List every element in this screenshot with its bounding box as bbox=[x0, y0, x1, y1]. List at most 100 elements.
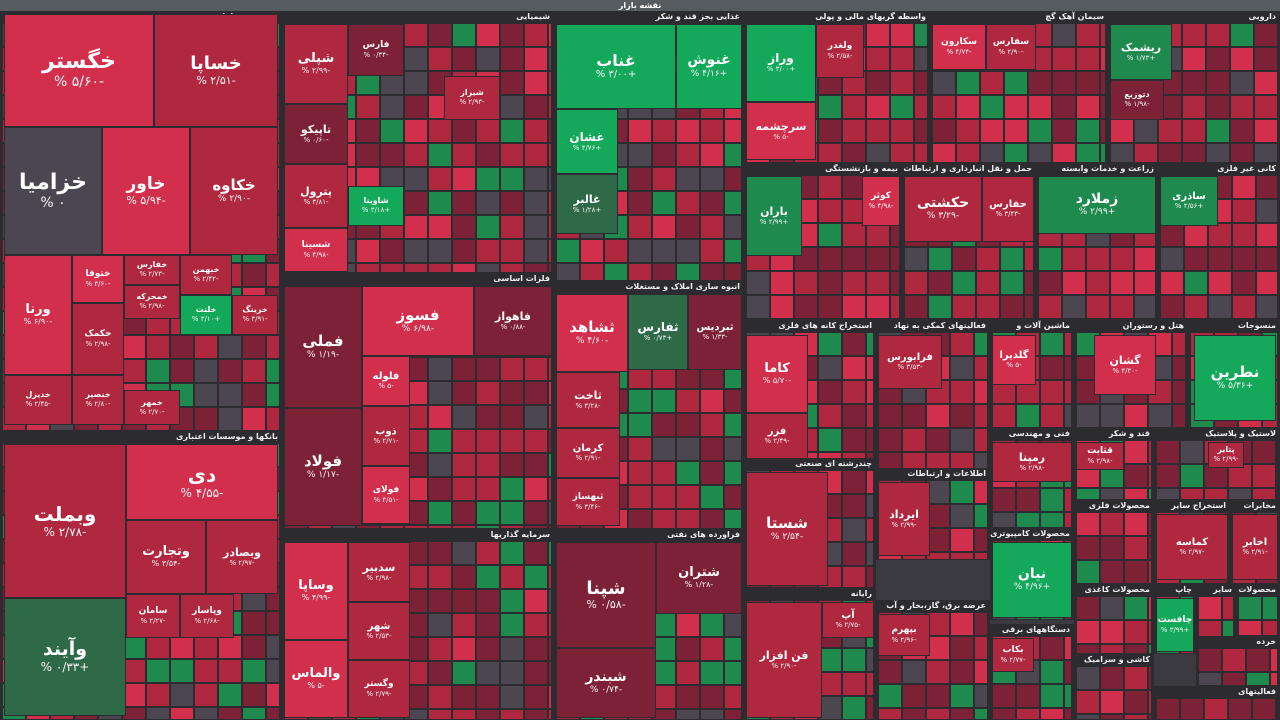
small-symbol-cell[interactable] bbox=[842, 672, 866, 696]
small-symbol-cell[interactable] bbox=[1040, 332, 1064, 356]
small-symbol-cell[interactable] bbox=[1256, 175, 1278, 199]
small-symbol-cell[interactable] bbox=[194, 659, 218, 683]
small-symbol-cell[interactable] bbox=[676, 263, 700, 281]
small-symbol-cell[interactable] bbox=[974, 380, 988, 404]
small-symbol-cell[interactable] bbox=[1100, 488, 1124, 500]
small-symbol-cell[interactable] bbox=[842, 542, 866, 566]
small-symbol-cell[interactable] bbox=[476, 429, 500, 453]
small-symbol-cell[interactable] bbox=[1158, 119, 1182, 143]
small-symbol-cell[interactable] bbox=[404, 95, 428, 119]
small-symbol-cell[interactable] bbox=[1016, 684, 1040, 708]
small-symbol-cell[interactable] bbox=[1124, 560, 1148, 584]
small-symbol-cell[interactable] bbox=[524, 685, 548, 709]
stock-tile[interactable]: شسینا -۴/۹۸ % bbox=[284, 228, 348, 272]
small-symbol-cell[interactable] bbox=[524, 263, 548, 273]
small-symbol-cell[interactable] bbox=[122, 659, 146, 683]
small-symbol-cell[interactable] bbox=[524, 661, 548, 685]
small-symbol-cell[interactable] bbox=[700, 661, 724, 685]
small-symbol-cell[interactable] bbox=[1024, 295, 1034, 319]
small-symbol-cell[interactable] bbox=[524, 453, 548, 477]
small-symbol-cell[interactable] bbox=[974, 332, 988, 356]
small-symbol-cell[interactable] bbox=[1198, 596, 1222, 620]
small-symbol-cell[interactable] bbox=[556, 239, 580, 263]
small-symbol-cell[interactable] bbox=[700, 119, 724, 143]
small-symbol-cell[interactable] bbox=[1100, 23, 1106, 47]
small-symbol-cell[interactable] bbox=[914, 47, 928, 71]
small-symbol-cell[interactable] bbox=[878, 660, 902, 684]
small-symbol-cell[interactable] bbox=[866, 95, 890, 119]
small-symbol-cell[interactable] bbox=[974, 612, 988, 636]
small-symbol-cell[interactable] bbox=[1038, 295, 1062, 319]
small-symbol-cell[interactable] bbox=[1100, 71, 1106, 95]
small-symbol-cell[interactable] bbox=[842, 428, 866, 452]
small-symbol-cell[interactable] bbox=[1052, 71, 1076, 95]
small-symbol-cell[interactable] bbox=[548, 525, 552, 529]
small-symbol-cell[interactable] bbox=[1180, 488, 1204, 500]
small-symbol-cell[interactable] bbox=[904, 271, 928, 295]
stock-tile[interactable]: فارس -۰/۳۴ % bbox=[348, 24, 404, 76]
small-symbol-cell[interactable] bbox=[404, 525, 428, 529]
small-symbol-cell[interactable] bbox=[974, 480, 988, 504]
small-symbol-cell[interactable] bbox=[992, 512, 1016, 528]
small-symbol-cell[interactable] bbox=[524, 381, 548, 405]
small-symbol-cell[interactable] bbox=[1206, 23, 1230, 47]
small-symbol-cell[interactable] bbox=[476, 565, 500, 589]
small-symbol-cell[interactable] bbox=[1110, 143, 1134, 163]
small-symbol-cell[interactable] bbox=[1076, 47, 1100, 71]
small-symbol-cell[interactable] bbox=[866, 494, 874, 518]
small-symbol-cell[interactable] bbox=[952, 295, 976, 319]
small-symbol-cell[interactable] bbox=[428, 685, 452, 709]
small-symbol-cell[interactable] bbox=[500, 381, 524, 405]
small-symbol-cell[interactable] bbox=[500, 453, 524, 477]
small-symbol-cell[interactable] bbox=[1208, 247, 1232, 271]
small-symbol-cell[interactable] bbox=[476, 709, 500, 720]
small-symbol-cell[interactable] bbox=[548, 47, 552, 71]
small-symbol-cell[interactable] bbox=[676, 215, 700, 239]
small-symbol-cell[interactable] bbox=[1076, 644, 1100, 654]
small-symbol-cell[interactable] bbox=[428, 525, 452, 529]
small-symbol-cell[interactable] bbox=[524, 429, 548, 453]
small-symbol-cell[interactable] bbox=[1134, 271, 1156, 295]
small-symbol-cell[interactable] bbox=[1160, 295, 1184, 319]
stock-tile[interactable]: غشان +۴/۷۶ % bbox=[556, 109, 618, 174]
small-symbol-cell[interactable] bbox=[1076, 95, 1100, 119]
small-symbol-cell[interactable] bbox=[890, 47, 914, 71]
small-symbol-cell[interactable] bbox=[428, 613, 452, 637]
small-symbol-cell[interactable] bbox=[580, 263, 604, 281]
small-symbol-cell[interactable] bbox=[170, 707, 194, 720]
small-symbol-cell[interactable] bbox=[380, 263, 404, 273]
stock-tile[interactable]: تاپیکو -۰/۶۰ % bbox=[284, 104, 348, 164]
small-symbol-cell[interactable] bbox=[476, 637, 500, 661]
small-symbol-cell[interactable] bbox=[476, 685, 500, 709]
small-symbol-cell[interactable] bbox=[356, 167, 380, 191]
small-symbol-cell[interactable] bbox=[1016, 512, 1040, 528]
stock-tile[interactable]: خرینگ -۳/۹۱ % bbox=[232, 295, 278, 335]
small-symbol-cell[interactable] bbox=[628, 437, 652, 461]
stock-tile[interactable]: شپلی -۲/۹۹ % bbox=[284, 24, 348, 104]
stock-tile[interactable]: خکاوه -۲/۹۰ % bbox=[190, 127, 278, 255]
small-symbol-cell[interactable] bbox=[1148, 666, 1152, 690]
small-symbol-cell[interactable] bbox=[500, 541, 524, 565]
small-symbol-cell[interactable] bbox=[932, 71, 956, 95]
stock-tile[interactable]: خساپا -۲/۵۱ % bbox=[154, 14, 278, 127]
small-symbol-cell[interactable] bbox=[428, 405, 452, 429]
small-symbol-cell[interactable] bbox=[652, 461, 676, 485]
small-symbol-cell[interactable] bbox=[818, 332, 842, 356]
small-symbol-cell[interactable] bbox=[974, 708, 988, 720]
small-symbol-cell[interactable] bbox=[548, 71, 552, 95]
small-symbol-cell[interactable] bbox=[548, 381, 552, 405]
small-symbol-cell[interactable] bbox=[926, 636, 950, 660]
small-symbol-cell[interactable] bbox=[890, 271, 900, 295]
small-symbol-cell[interactable] bbox=[904, 295, 928, 319]
small-symbol-cell[interactable] bbox=[652, 509, 676, 529]
small-symbol-cell[interactable] bbox=[452, 429, 476, 453]
small-symbol-cell[interactable] bbox=[1004, 119, 1028, 143]
small-symbol-cell[interactable] bbox=[652, 389, 676, 413]
small-symbol-cell[interactable] bbox=[1232, 223, 1256, 247]
small-symbol-cell[interactable] bbox=[914, 23, 928, 47]
small-symbol-cell[interactable] bbox=[170, 659, 194, 683]
small-symbol-cell[interactable] bbox=[950, 428, 974, 452]
small-symbol-cell[interactable] bbox=[1134, 119, 1158, 143]
small-symbol-cell[interactable] bbox=[818, 143, 842, 163]
stock-tile[interactable]: حفارس -۳/۴۳ % bbox=[982, 176, 1034, 242]
